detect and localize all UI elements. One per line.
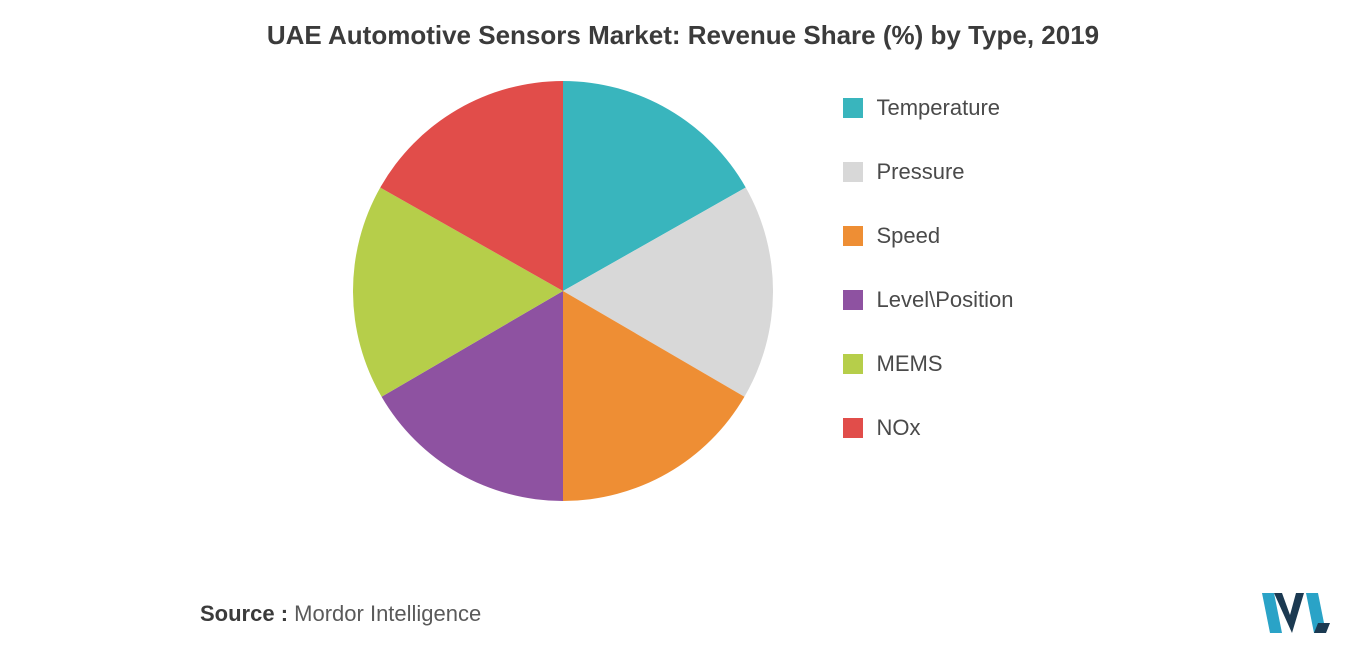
legend-item: Temperature <box>843 95 1014 121</box>
source-text: Mordor Intelligence <box>294 601 481 626</box>
legend-label: Pressure <box>877 159 965 185</box>
legend-item: Level\Position <box>843 287 1014 313</box>
legend-label: Speed <box>877 223 941 249</box>
legend-item: NOx <box>843 415 1014 441</box>
legend-swatch <box>843 418 863 438</box>
legend-swatch <box>843 354 863 374</box>
legend-label: MEMS <box>877 351 943 377</box>
legend-swatch <box>843 98 863 118</box>
pie-chart <box>353 81 773 501</box>
chart-row: Temperature Pressure Speed Level\Position ME… <box>40 81 1326 501</box>
legend-item: MEMS <box>843 351 1014 377</box>
legend-swatch <box>843 226 863 246</box>
legend-label: Temperature <box>877 95 1001 121</box>
legend-swatch <box>843 162 863 182</box>
legend-item: Pressure <box>843 159 1014 185</box>
legend-swatch <box>843 290 863 310</box>
legend-label: Level\Position <box>877 287 1014 313</box>
pie-svg <box>353 81 773 501</box>
legend-label: NOx <box>877 415 921 441</box>
chart-page: UAE Automotive Sensors Market: Revenue S… <box>0 0 1366 655</box>
chart-title: UAE Automotive Sensors Market: Revenue S… <box>40 20 1326 51</box>
legend: Temperature Pressure Speed Level\Position ME… <box>843 81 1014 441</box>
source-label: Source : <box>200 601 288 626</box>
mordor-logo-svg <box>1260 585 1332 635</box>
mordor-logo <box>1260 585 1332 635</box>
source-line: Source : Mordor Intelligence <box>200 601 481 627</box>
legend-item: Speed <box>843 223 1014 249</box>
